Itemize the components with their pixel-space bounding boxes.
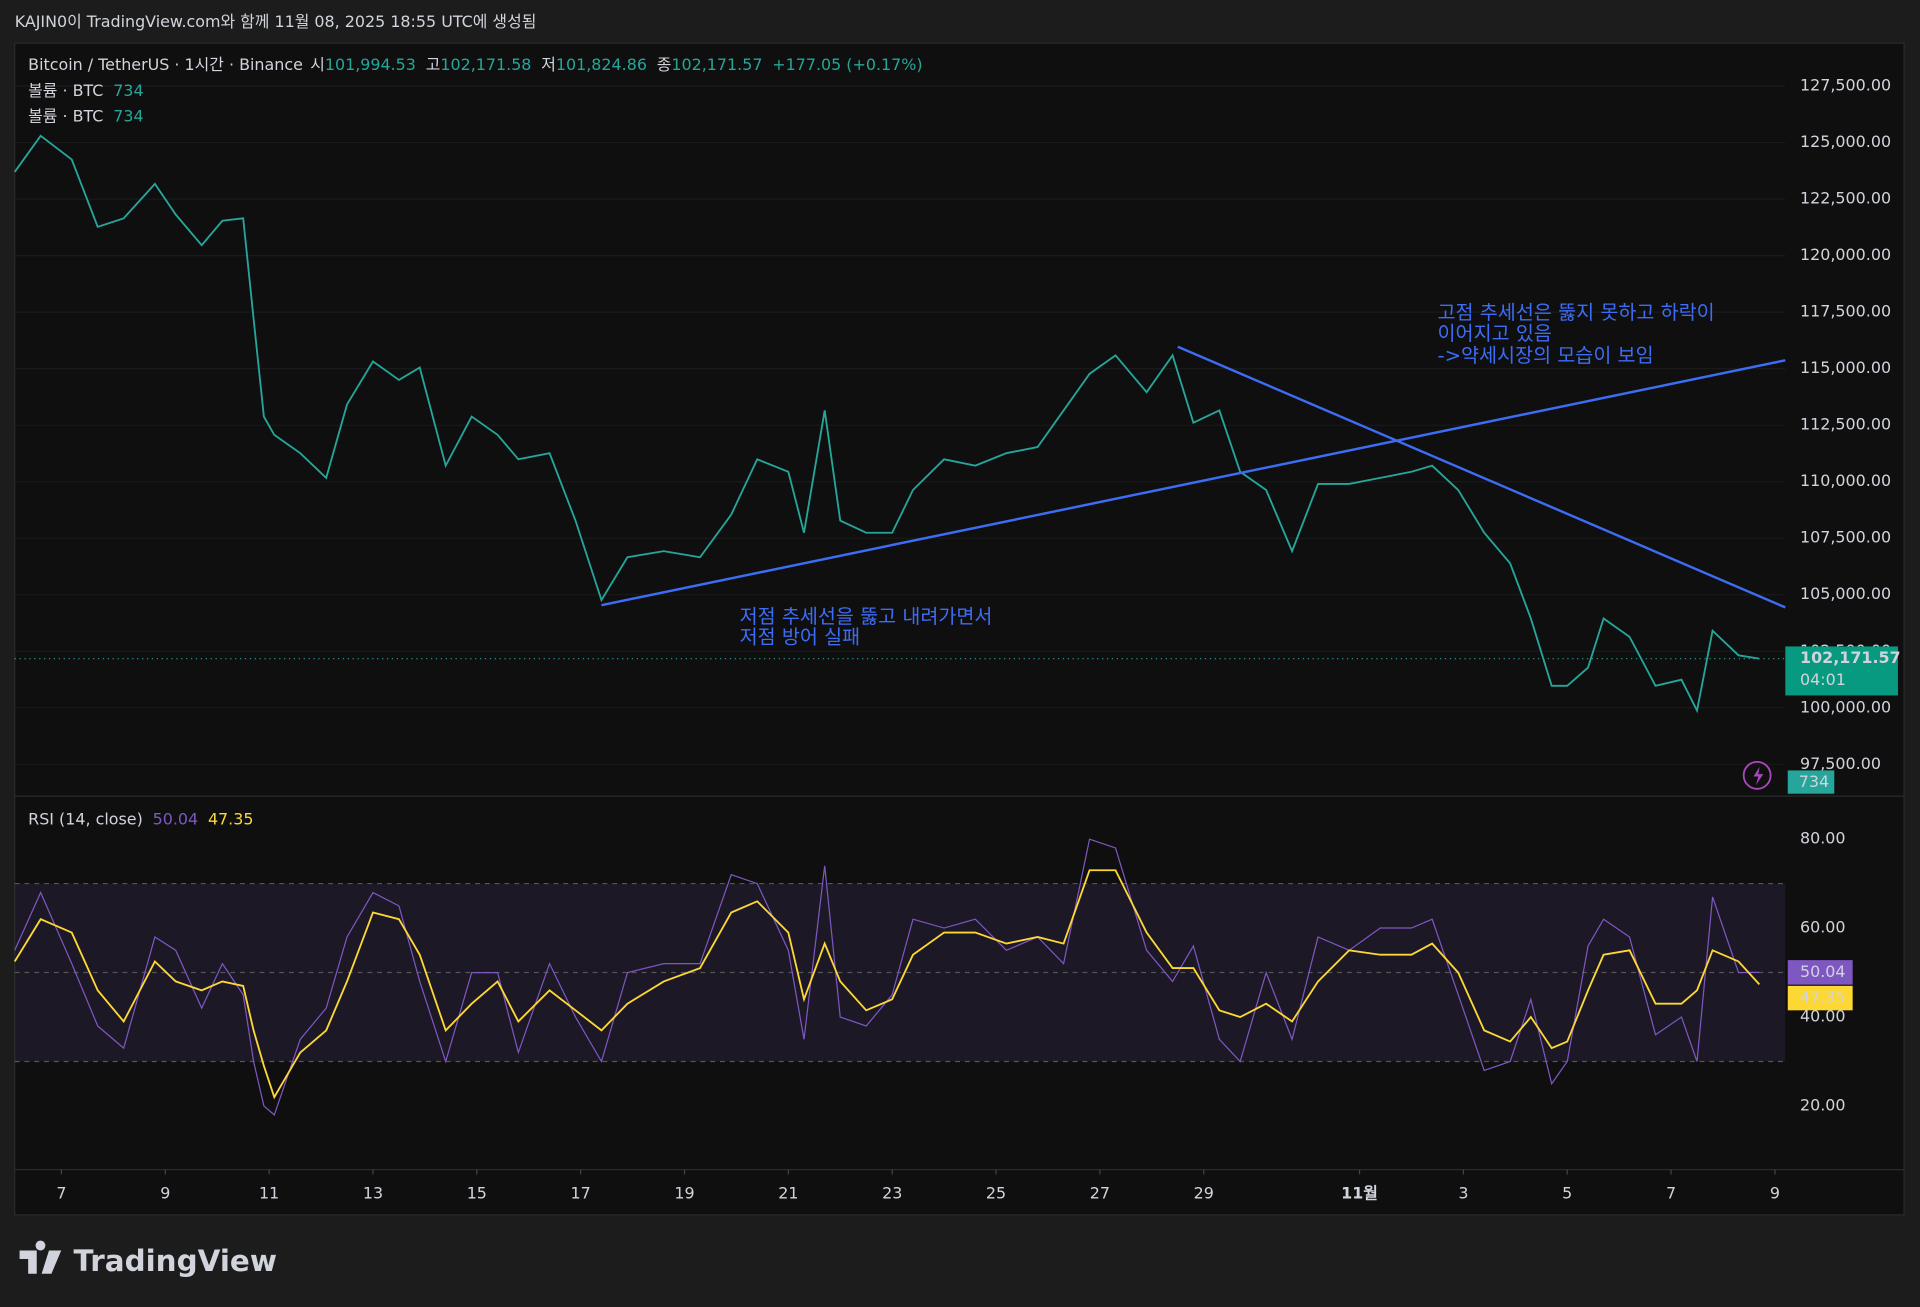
volume-axis-label: 734 — [1799, 772, 1829, 791]
x-tick-label: 13 — [363, 1184, 383, 1203]
x-tick-label: 19 — [674, 1184, 694, 1203]
header-title: KAJIN0이 TradingView.com와 함께 11월 08, 2025… — [15, 12, 537, 31]
y-tick-label: 97,500.00 — [1800, 754, 1881, 773]
price-legend: Bitcoin / TetherUS · 1시간 · Binance 시101,9… — [28, 55, 922, 828]
series-line — [13, 134, 1760, 714]
volume-legend: 볼륨 · BTC 734 — [28, 80, 143, 99]
y-tick-label: 100,000.00 — [1800, 697, 1891, 716]
series-line — [14, 838, 1760, 1116]
symbol: Bitcoin / TetherUS · 1시간 · Binance 시101,9… — [28, 55, 922, 74]
x-tick-label: 23 — [882, 1184, 902, 1203]
y-tick-label: 110,000.00 — [1800, 471, 1891, 490]
y-tick-label: 120,000.00 — [1800, 245, 1891, 264]
rsi-badge — [1787, 985, 1853, 1011]
trendline — [1177, 345, 1786, 609]
y-tick-label: 60.00 — [1800, 918, 1846, 937]
logo: TradingView — [19, 1240, 277, 1278]
logo-mark — [19, 1240, 62, 1274]
alert-icon-bolt — [1753, 766, 1764, 786]
rsi-value-label: 47.35 — [1800, 988, 1846, 1007]
x-tick-label: 9 — [160, 1184, 170, 1203]
volume-legend: 볼륨 · BTC 734 — [28, 106, 143, 125]
x-tick-label: 11 — [259, 1184, 279, 1203]
x-tick-label: 15 — [467, 1184, 487, 1203]
annotation: 저점 추세선을 뚫고 내려가면서 — [740, 605, 993, 628]
y-tick-label: 107,500.00 — [1800, 528, 1891, 547]
y-tick-label: 115,000.00 — [1800, 358, 1891, 377]
series-line — [13, 869, 1761, 1100]
alert-icon[interactable] — [1742, 760, 1772, 790]
x-tick-label: 9 — [1770, 1184, 1780, 1203]
annotation: ->약세시장의 모습이 보임 — [1438, 344, 1654, 367]
y-tick-label: 80.00 — [1800, 829, 1846, 848]
chart-panel — [14, 42, 1905, 1216]
trendline — [601, 359, 1786, 607]
x-tick-label: 11월 — [1341, 1184, 1378, 1203]
y-tick-label: 117,500.00 — [1800, 302, 1891, 321]
y-tick-label: 122,500.00 — [1800, 189, 1891, 208]
y-tick-label: 20.00 — [1800, 1096, 1846, 1115]
x-tick-label: 5 — [1562, 1184, 1572, 1203]
x-tick-label: 7 — [1666, 1184, 1676, 1203]
countdown: 04:01 — [1800, 670, 1846, 689]
annotation: 이어지고 있음 — [1438, 322, 1552, 345]
y-tick-label: 112,500.00 — [1800, 415, 1891, 434]
y-tick-label: 40.00 — [1800, 1007, 1846, 1026]
annotation: 저점 방어 실패 — [740, 626, 861, 649]
y-tick-label: 127,500.00 — [1800, 76, 1891, 95]
last-price-label: 102,171.57 — [1800, 648, 1901, 667]
x-tick-label: 3 — [1458, 1184, 1468, 1203]
y-tick-label: 125,000.00 — [1800, 132, 1891, 151]
logo-text: TradingView — [73, 1244, 277, 1278]
x-tick-label: 29 — [1194, 1184, 1214, 1203]
volume-axis-badge — [1787, 770, 1835, 794]
y-tick-label: 105,000.00 — [1800, 584, 1891, 603]
x-tick-label: 17 — [571, 1184, 591, 1203]
x-tick-label: 21 — [778, 1184, 798, 1203]
rsi-legend: RSI (14, close) 50.04 47.35 — [28, 809, 253, 828]
x-tick-label: 25 — [986, 1184, 1006, 1203]
last-price-badge — [1785, 646, 1898, 696]
x-tick-label: 7 — [56, 1184, 66, 1203]
rsi-value-label: 50.04 — [1800, 962, 1846, 981]
x-tick-label: 27 — [1090, 1184, 1110, 1203]
rsi-badge — [1787, 960, 1853, 985]
annotation: 고점 추세선은 뚫지 못하고 하락이 — [1438, 301, 1715, 324]
